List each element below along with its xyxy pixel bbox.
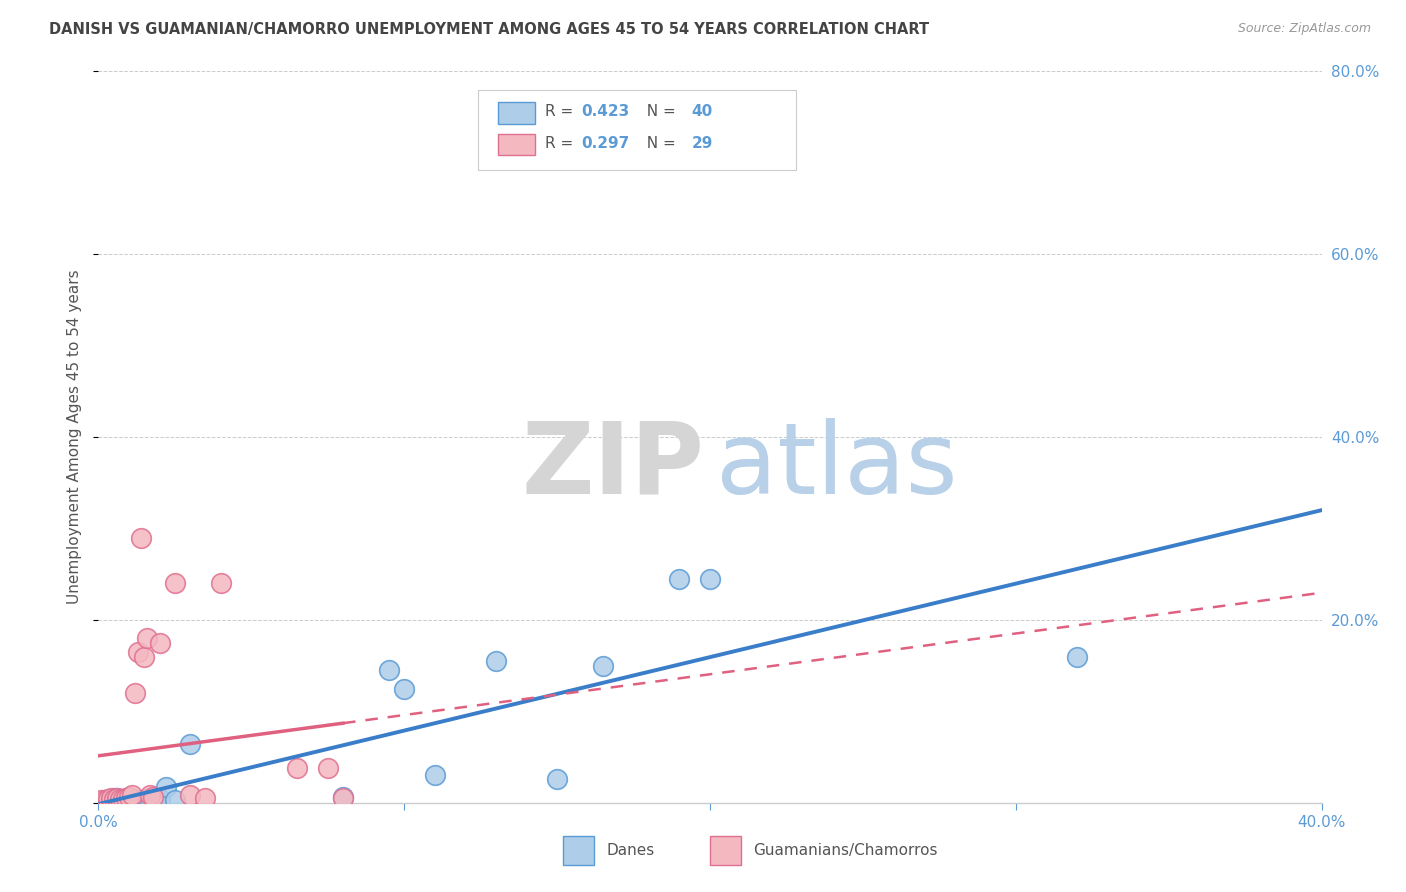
Point [115,791,138,805]
Point [592,658,614,673]
Point [142,792,165,806]
Point [105,791,128,805]
Point [134,649,156,664]
Point [115,793,138,807]
Text: Guamanians/Chamorros: Guamanians/Chamorros [752,843,938,858]
FancyBboxPatch shape [498,134,536,155]
Point [127,794,149,808]
Point [100,792,122,806]
Point [423,768,446,782]
Point [103,793,125,807]
Y-axis label: Unemployment Among Ages 45 to 54 years: Unemployment Among Ages 45 to 54 years [67,269,83,605]
Text: DANISH VS GUAMANIAN/CHAMORRO UNEMPLOYMENT AMONG AGES 45 TO 54 YEARS CORRELATION : DANISH VS GUAMANIAN/CHAMORRO UNEMPLOYMEN… [49,22,929,37]
Text: Source: ZipAtlas.com: Source: ZipAtlas.com [1237,22,1371,36]
Point [115,794,138,808]
Text: R =: R = [546,104,578,120]
Point [699,572,721,586]
Point [103,792,125,806]
Point [316,761,339,775]
Point [155,780,177,795]
Point [100,794,122,808]
Point [668,572,690,586]
Point [129,531,152,545]
Point [90,793,112,807]
Text: ZIP: ZIP [522,417,704,515]
Point [97,792,120,806]
Point [124,686,146,700]
Point [103,792,125,806]
Point [118,792,141,806]
Point [118,790,141,805]
Point [139,789,162,803]
Point [163,576,186,591]
FancyBboxPatch shape [498,102,536,124]
Point [108,792,131,806]
Point [103,791,125,805]
Point [145,793,167,807]
Point [129,793,152,807]
Point [118,793,141,807]
Point [105,793,128,807]
Point [100,793,122,807]
Point [136,632,159,646]
Point [163,793,186,807]
Text: Danes: Danes [606,843,654,858]
Point [332,791,354,805]
Point [149,636,172,650]
Text: R =: R = [546,136,578,151]
Point [179,737,201,751]
Point [111,792,134,806]
Point [209,576,232,591]
Point [93,793,115,807]
Point [111,794,134,808]
FancyBboxPatch shape [478,90,796,170]
Point [100,791,122,805]
Point [194,791,217,805]
Point [121,792,143,806]
Point [332,790,354,805]
Point [105,793,128,807]
Point [134,793,156,807]
Point [285,761,308,775]
Point [121,789,143,803]
Text: 40: 40 [692,104,713,120]
Point [108,793,131,807]
Point [105,791,128,805]
Point [546,772,568,786]
Point [179,788,201,802]
Text: 0.423: 0.423 [582,104,630,120]
FancyBboxPatch shape [710,836,741,865]
Point [97,794,120,808]
Point [392,681,416,696]
FancyBboxPatch shape [564,836,593,865]
Point [127,645,149,659]
Point [97,793,120,807]
Point [485,654,508,668]
Text: atlas: atlas [716,417,957,515]
Point [1066,649,1088,664]
Point [378,663,401,677]
Point [149,792,172,806]
Text: N =: N = [637,104,681,120]
Text: 29: 29 [692,136,713,151]
Text: 0.297: 0.297 [582,136,630,151]
Point [93,794,115,808]
Point [111,792,134,806]
Point [124,793,146,807]
Point [139,793,162,807]
Point [142,790,165,805]
Point [121,793,143,807]
Point [136,792,159,806]
Text: N =: N = [637,136,681,151]
